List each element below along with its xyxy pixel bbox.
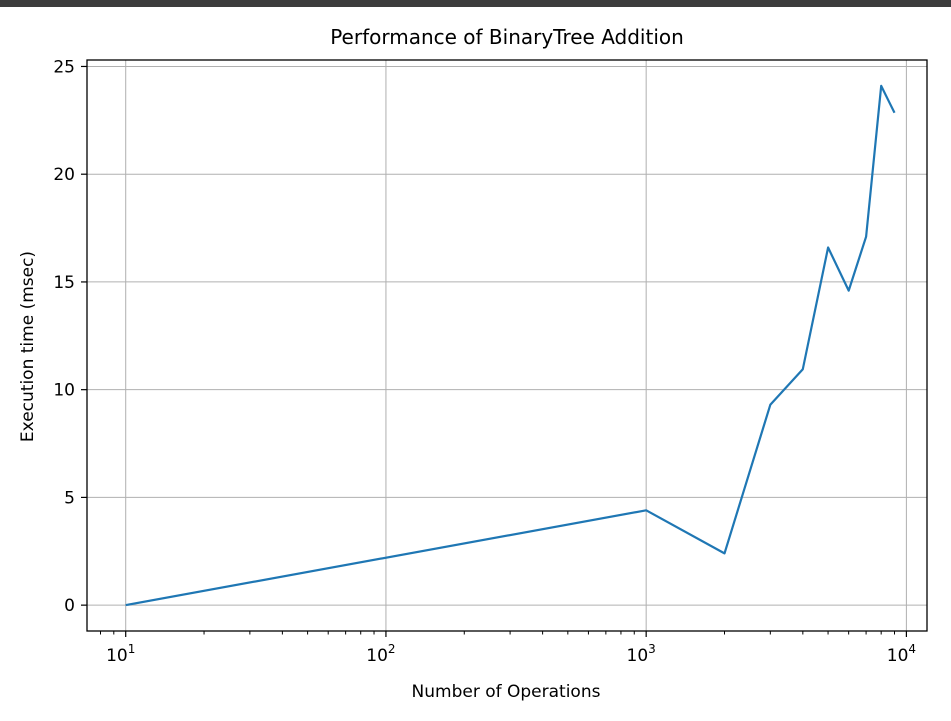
y-axis-ticks: 0 5 10 15 20 25 [53, 57, 87, 616]
x-axis-ticks: 101 102 103 104 [106, 631, 916, 666]
grid [87, 60, 927, 631]
x-tick-label: 101 [106, 642, 135, 666]
x-axis-label: Number of Operations [412, 682, 601, 702]
x-tick-label: 104 [887, 642, 916, 666]
y-tick-label: 10 [53, 381, 75, 401]
series-line [125, 84, 896, 607]
y-tick-label: 5 [64, 488, 75, 508]
series [125, 84, 896, 607]
y-tick-label: 25 [53, 57, 75, 77]
chart-title: Performance of BinaryTree Addition [330, 25, 684, 49]
y-axis-label: Execution time (msec) [18, 251, 38, 442]
y-tick-label: 20 [53, 165, 75, 185]
plot-frame [86, 59, 928, 632]
window-top-bar [0, 0, 951, 7]
y-tick-label: 15 [53, 273, 75, 293]
y-tick-label: 0 [64, 596, 75, 616]
x-tick-label: 102 [366, 642, 395, 666]
x-tick-label: 103 [627, 642, 656, 666]
